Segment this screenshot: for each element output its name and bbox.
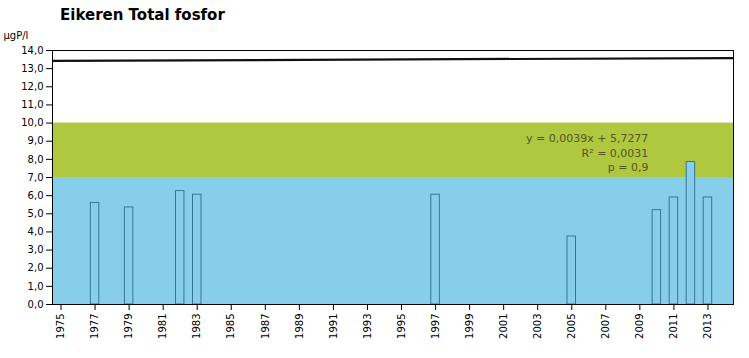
svg-text:1987: 1987	[260, 314, 271, 339]
svg-text:0,0: 0,0	[28, 299, 44, 310]
svg-text:9,0: 9,0	[28, 135, 44, 146]
svg-text:1,0: 1,0	[28, 281, 44, 292]
svg-text:5,0: 5,0	[28, 208, 44, 219]
svg-text:1999: 1999	[464, 314, 475, 339]
svg-text:14,0: 14,0	[21, 45, 43, 56]
svg-text:2007: 2007	[600, 314, 611, 339]
svg-text:3,0: 3,0	[28, 244, 44, 255]
svg-text:2003: 2003	[532, 314, 543, 339]
svg-text:1993: 1993	[362, 314, 373, 339]
svg-text:μgP/l: μgP/l	[4, 30, 29, 41]
svg-text:12,0: 12,0	[21, 81, 43, 92]
svg-text:6,0: 6,0	[28, 190, 44, 201]
html-text:Eikeren Total fosfor: Eikeren Total fosfor	[60, 6, 225, 24]
svg-text:13,0: 13,0	[21, 63, 43, 74]
svg-text:7,0: 7,0	[28, 172, 44, 183]
svg-text:1985: 1985	[225, 314, 236, 339]
svg-text:2001: 2001	[498, 314, 509, 339]
svg-text:2009: 2009	[634, 314, 645, 339]
svg-text:8,0: 8,0	[28, 154, 44, 165]
svg-text:2005: 2005	[566, 314, 577, 339]
svg-text:1983: 1983	[191, 314, 202, 339]
svg-text:1991: 1991	[328, 314, 339, 339]
svg-text:2011: 2011	[668, 314, 679, 339]
svg-text:2,0: 2,0	[28, 262, 44, 273]
svg-text:4,0: 4,0	[28, 226, 44, 237]
svg-text:1981: 1981	[157, 314, 168, 339]
svg-text:10,0: 10,0	[21, 117, 43, 128]
svg-text:1975: 1975	[55, 314, 66, 339]
svg-text:1989: 1989	[294, 314, 305, 339]
svg-text:y = 0,0039x + 5,7277R² = 0,003: y = 0,0039x + 5,7277R² = 0,0031p = 0,9	[526, 132, 648, 174]
svg-text:2013: 2013	[702, 314, 713, 339]
svg-text:1977: 1977	[89, 314, 100, 339]
svg-text:1979: 1979	[123, 314, 134, 339]
svg-text:1995: 1995	[396, 314, 407, 339]
svg-text:11,0: 11,0	[21, 99, 43, 110]
svg-text:1997: 1997	[430, 314, 441, 339]
